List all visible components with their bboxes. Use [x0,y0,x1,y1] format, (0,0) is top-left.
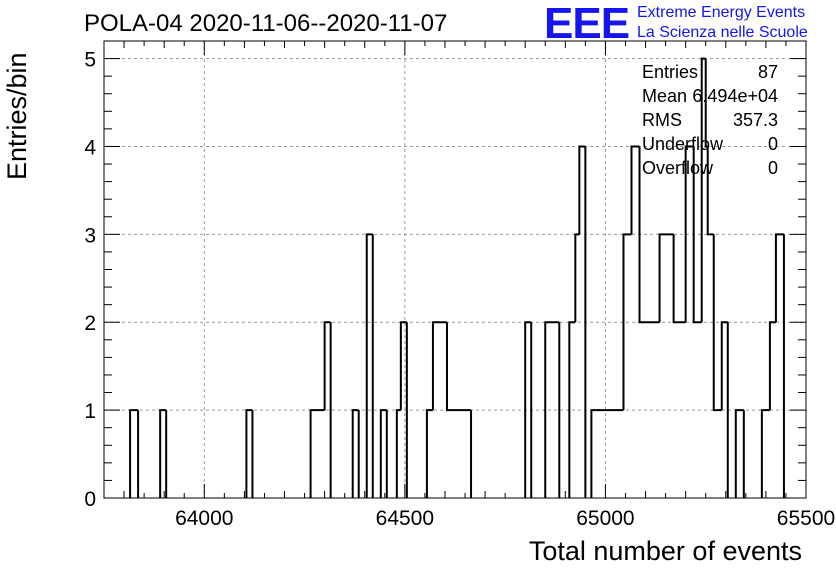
histogram-bin [768,321,776,411]
histogram-bin [379,409,387,498]
stat-key: Entries [642,62,699,82]
stat-row-overflow: Overflow 0 [642,156,778,180]
histogram-bin [720,321,728,411]
histogram-bin [365,233,373,498]
histogram-bin [574,233,580,323]
stat-value: 87 [757,62,778,82]
histogram-bin [774,233,784,323]
stat-row-entries: Entries 87 [642,60,778,84]
y-tick-label: 0 [84,488,96,511]
stat-value: 0 [767,134,778,154]
y-tick-label: 5 [84,49,96,72]
stat-row-mean: Mean 6.494e+04 [642,84,778,108]
histogram-bin [568,321,576,498]
histogram-bin [425,409,433,498]
stat-key: Mean [642,86,688,106]
stat-value: 0 [767,158,778,178]
histogram-bin [309,409,325,498]
histogram-bin [638,146,660,324]
histogram-bin [578,145,586,235]
histogram-bin [445,322,472,412]
histogram-bin [395,409,401,498]
x-tick-label: 64500 [376,507,434,530]
stat-key: Underflow [642,134,724,154]
histogram-bin [590,409,596,498]
stat-value: 357.3 [732,110,778,130]
histogram-bin [351,409,359,498]
histogram-bin [544,321,560,498]
x-tick-label: 64000 [175,507,233,530]
histogram-bin [399,321,407,411]
stat-key: Overflow [642,158,714,178]
histogram-bin [129,409,139,498]
x-tick-label: 65000 [576,507,634,530]
stat-value: 6.494e+04 [692,86,778,106]
logo-text-line2: La Scienza nelle Scuole [637,24,808,41]
x-tick-label: 65500 [777,507,835,530]
y-axis-label: Entries/bin [2,52,32,180]
histogram-bin [323,321,331,411]
histogram-bin [692,146,702,324]
histogram-bin [760,409,770,498]
histogram-bin [431,321,447,411]
histogram-bin [159,409,167,498]
histogram-bin [245,409,253,498]
histogram-bin [672,234,686,324]
chart-title: POLA-04 2020-11-06--2020-11-07 [84,10,448,37]
stat-row-underflow: Underflow 0 [642,132,778,156]
histogram-bin [734,409,744,498]
histogram-bin [684,145,694,323]
logo-text-line1: Extreme Energy Events [637,4,806,21]
histogram-bin [524,321,532,498]
histogram-bin [658,233,674,323]
stat-row-rms: RMS 357.3 [642,108,778,132]
histogram-bin [712,234,722,412]
y-tick-label: 2 [84,312,96,335]
stats-box: Entries 87 Mean 6.494e+04 RMS 357.3 Unde… [642,60,778,180]
histogram-bin [630,145,640,235]
stat-key: RMS [642,110,682,130]
x-axis-label: Total number of events [528,536,802,566]
y-tick-label: 3 [84,224,96,247]
histogram-bin [700,57,706,323]
y-tick-label: 4 [84,136,96,159]
histogram-bin [706,146,714,236]
eee-logo: EEE [544,0,630,48]
histogram-bin [622,233,632,411]
y-tick-label: 1 [84,400,96,423]
